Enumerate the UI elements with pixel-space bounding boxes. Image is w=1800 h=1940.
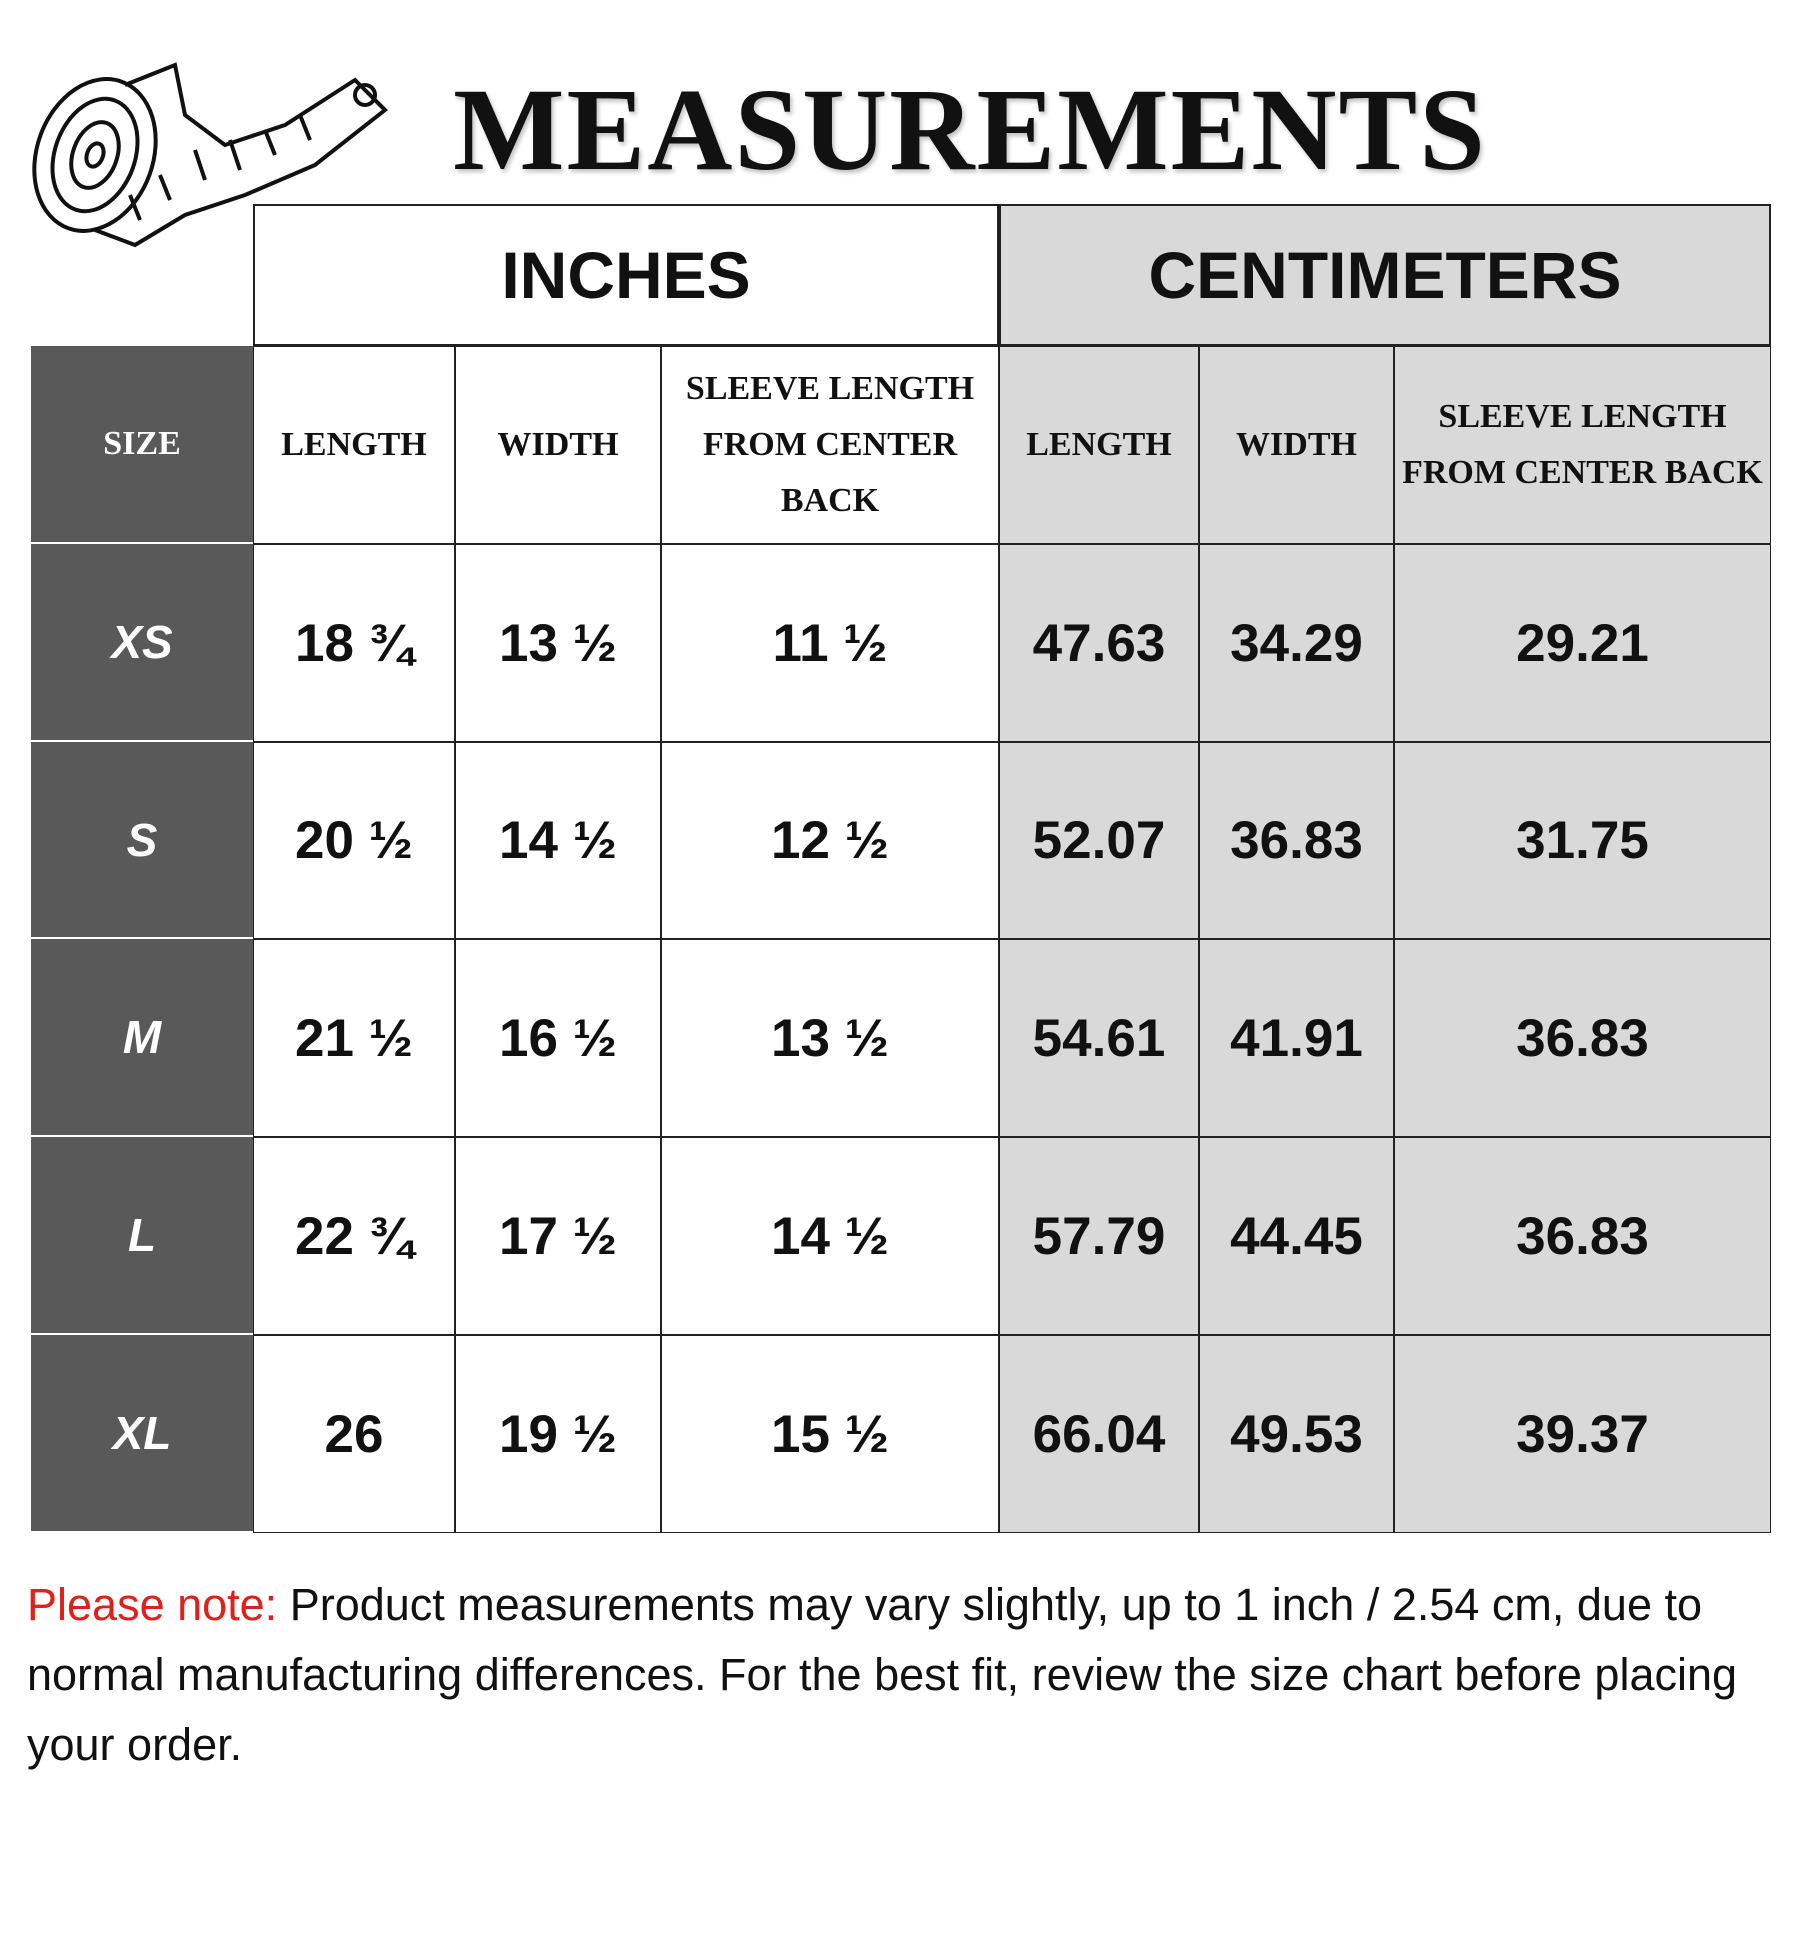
- size-label: XS: [31, 544, 253, 742]
- note-text: Product measurements may vary slightly, …: [27, 1579, 1738, 1770]
- table-cell: 12 ½: [661, 742, 999, 939]
- group-header: CENTIMETERS: [999, 204, 1771, 346]
- table-cell: 57.79: [999, 1137, 1199, 1335]
- table-cell: 34.29: [1199, 544, 1394, 742]
- table-cell: 52.07: [999, 742, 1199, 939]
- table-cell: 36.83: [1394, 1137, 1771, 1335]
- table-cell: 39.37: [1394, 1335, 1771, 1533]
- table-cell: 17 ½: [455, 1137, 661, 1335]
- table-cell: 54.61: [999, 939, 1199, 1137]
- column-header: WIDTH: [455, 346, 661, 544]
- table-cell: 26: [253, 1335, 455, 1533]
- column-header: LENGTH: [999, 346, 1199, 544]
- size-label: S: [31, 742, 253, 939]
- tape-measure-icon: [32, 62, 389, 248]
- table-cell: 31.75: [1394, 742, 1771, 939]
- table-cell: 14 ½: [661, 1137, 999, 1335]
- note: Please note: Product measurements may va…: [27, 1570, 1777, 1780]
- group-header: INCHES: [253, 204, 999, 346]
- table-cell: 14 ½: [455, 742, 661, 939]
- table-cell: 20 ½: [253, 742, 455, 939]
- note-label: Please note:: [27, 1579, 278, 1630]
- column-header: SIZE: [31, 346, 253, 544]
- size-label: XL: [31, 1335, 253, 1533]
- table-cell: 21 ½: [253, 939, 455, 1137]
- table-cell: 11 ½: [661, 544, 999, 742]
- table-cell: 13 ½: [455, 544, 661, 742]
- table-cell: 36.83: [1394, 939, 1771, 1137]
- table-cell: 41.91: [1199, 939, 1394, 1137]
- size-label: L: [31, 1137, 253, 1335]
- table-cell: 22 ¾: [253, 1137, 455, 1335]
- table-cell: 49.53: [1199, 1335, 1394, 1533]
- table-cell: 66.04: [999, 1335, 1199, 1533]
- column-header: SLEEVE LENGTH FROM CENTER BACK: [661, 346, 999, 544]
- table-cell: 47.63: [999, 544, 1199, 742]
- table-cell: 44.45: [1199, 1137, 1394, 1335]
- title: MEASUREMENTS: [453, 64, 1487, 195]
- size-label: M: [31, 939, 253, 1137]
- table-cell: 13 ½: [661, 939, 999, 1137]
- column-header: WIDTH: [1199, 346, 1394, 544]
- table-cell: 18 ¾: [253, 544, 455, 742]
- table-cell: 36.83: [1199, 742, 1394, 939]
- table-cell: 29.21: [1394, 544, 1771, 742]
- table-cell: 15 ½: [661, 1335, 999, 1533]
- table-cell: 19 ½: [455, 1335, 661, 1533]
- column-header: SLEEVE LENGTH FROM CENTER BACK: [1394, 346, 1771, 544]
- table-cell: 16 ½: [455, 939, 661, 1137]
- column-header: LENGTH: [253, 346, 455, 544]
